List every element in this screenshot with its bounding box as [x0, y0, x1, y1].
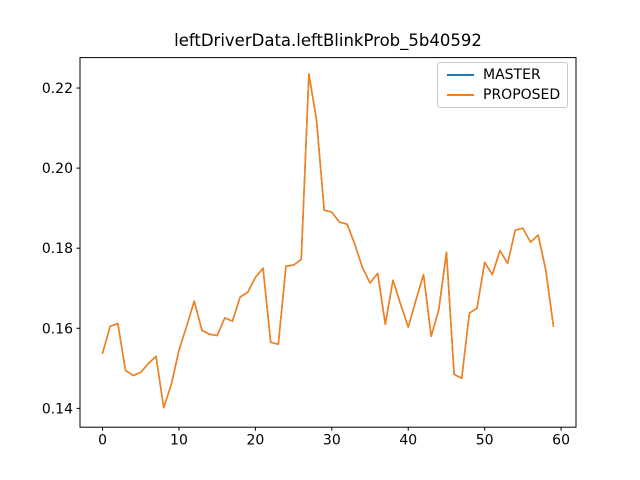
master-line-swatch	[447, 74, 474, 76]
legend-item-master: MASTER	[438, 65, 567, 85]
chart-title: leftDriverData.leftBlinkProb_5b40592	[174, 31, 482, 50]
series-line-master	[101, 73, 555, 409]
x-tick-label: 10	[170, 433, 188, 449]
legend-item-proposed: PROPOSED	[438, 85, 567, 105]
x-tick-label: 50	[476, 433, 494, 449]
axes-frame	[79, 57, 577, 428]
legend-label-master: MASTER	[483, 67, 541, 83]
series-line-proposed	[101, 73, 555, 409]
legend: MASTER PROPOSED	[437, 62, 568, 108]
y-tick-label: 0.14	[42, 401, 73, 417]
y-tick-label: 0.22	[42, 81, 73, 97]
proposed-line-swatch	[447, 94, 474, 96]
x-tick-label: 60	[552, 433, 570, 449]
legend-label-proposed: PROPOSED	[483, 87, 561, 103]
y-tick-label: 0.16	[42, 321, 73, 337]
y-tick-label: 0.20	[42, 161, 73, 177]
x-tick-label: 20	[246, 433, 264, 449]
y-tick-label: 0.18	[42, 241, 73, 257]
x-tick-label: 30	[323, 433, 341, 449]
x-tick-label: 40	[399, 433, 417, 449]
x-tick-label: 0	[98, 433, 107, 449]
